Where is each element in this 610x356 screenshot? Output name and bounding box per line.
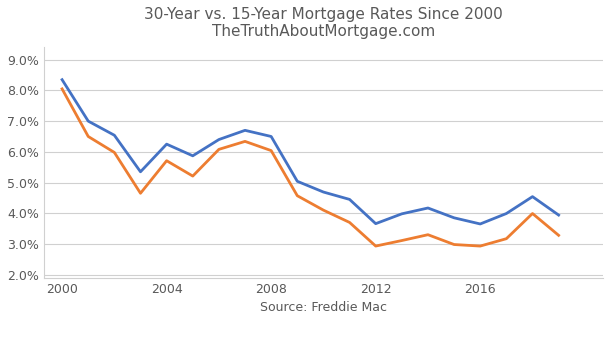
30-Year Fixed bbox=[110, 133, 118, 137]
15-Year Fixed bbox=[372, 244, 379, 248]
15-Year Fixed bbox=[320, 208, 327, 212]
30-Year Fixed bbox=[242, 128, 249, 132]
15-Year Fixed bbox=[85, 134, 92, 138]
X-axis label: Source: Freddie Mac: Source: Freddie Mac bbox=[260, 301, 387, 314]
15-Year Fixed bbox=[425, 232, 432, 237]
15-Year Fixed bbox=[346, 220, 353, 225]
30-Year Fixed bbox=[215, 137, 223, 142]
30-Year Fixed bbox=[398, 212, 406, 216]
15-Year Fixed bbox=[163, 158, 170, 163]
30-Year Fixed bbox=[346, 197, 353, 201]
Line: 30-Year Fixed: 30-Year Fixed bbox=[62, 80, 559, 224]
30-Year Fixed bbox=[450, 216, 458, 220]
30-Year Fixed bbox=[85, 119, 92, 123]
15-Year Fixed bbox=[137, 191, 144, 195]
15-Year Fixed bbox=[268, 148, 275, 153]
Line: 15-Year Fixed: 15-Year Fixed bbox=[62, 89, 559, 246]
30-Year Fixed bbox=[503, 211, 510, 216]
30-Year Fixed bbox=[137, 170, 144, 174]
30-Year Fixed bbox=[555, 213, 562, 217]
30-Year Fixed bbox=[59, 78, 66, 82]
15-Year Fixed bbox=[59, 87, 66, 91]
15-Year Fixed bbox=[215, 147, 223, 152]
15-Year Fixed bbox=[398, 239, 406, 243]
30-Year Fixed bbox=[189, 154, 196, 158]
30-Year Fixed bbox=[268, 134, 275, 138]
15-Year Fixed bbox=[189, 174, 196, 178]
30-Year Fixed bbox=[529, 194, 536, 199]
30-Year Fixed bbox=[372, 221, 379, 226]
15-Year Fixed bbox=[293, 194, 301, 198]
15-Year Fixed bbox=[529, 211, 536, 216]
15-Year Fixed bbox=[503, 236, 510, 241]
15-Year Fixed bbox=[476, 244, 484, 248]
30-Year Fixed bbox=[425, 206, 432, 210]
15-Year Fixed bbox=[450, 242, 458, 247]
15-Year Fixed bbox=[110, 150, 118, 155]
30-Year Fixed bbox=[293, 179, 301, 183]
15-Year Fixed bbox=[555, 233, 562, 237]
15-Year Fixed bbox=[242, 139, 249, 143]
30-Year Fixed bbox=[476, 222, 484, 226]
30-Year Fixed bbox=[163, 142, 170, 146]
Legend: 30-Year Fixed, 15-Year Fixed: 30-Year Fixed, 15-Year Fixed bbox=[206, 353, 440, 356]
Title: 30-Year vs. 15-Year Mortgage Rates Since 2000
TheTruthAboutMortgage.com: 30-Year vs. 15-Year Mortgage Rates Since… bbox=[144, 7, 503, 40]
30-Year Fixed bbox=[320, 190, 327, 194]
